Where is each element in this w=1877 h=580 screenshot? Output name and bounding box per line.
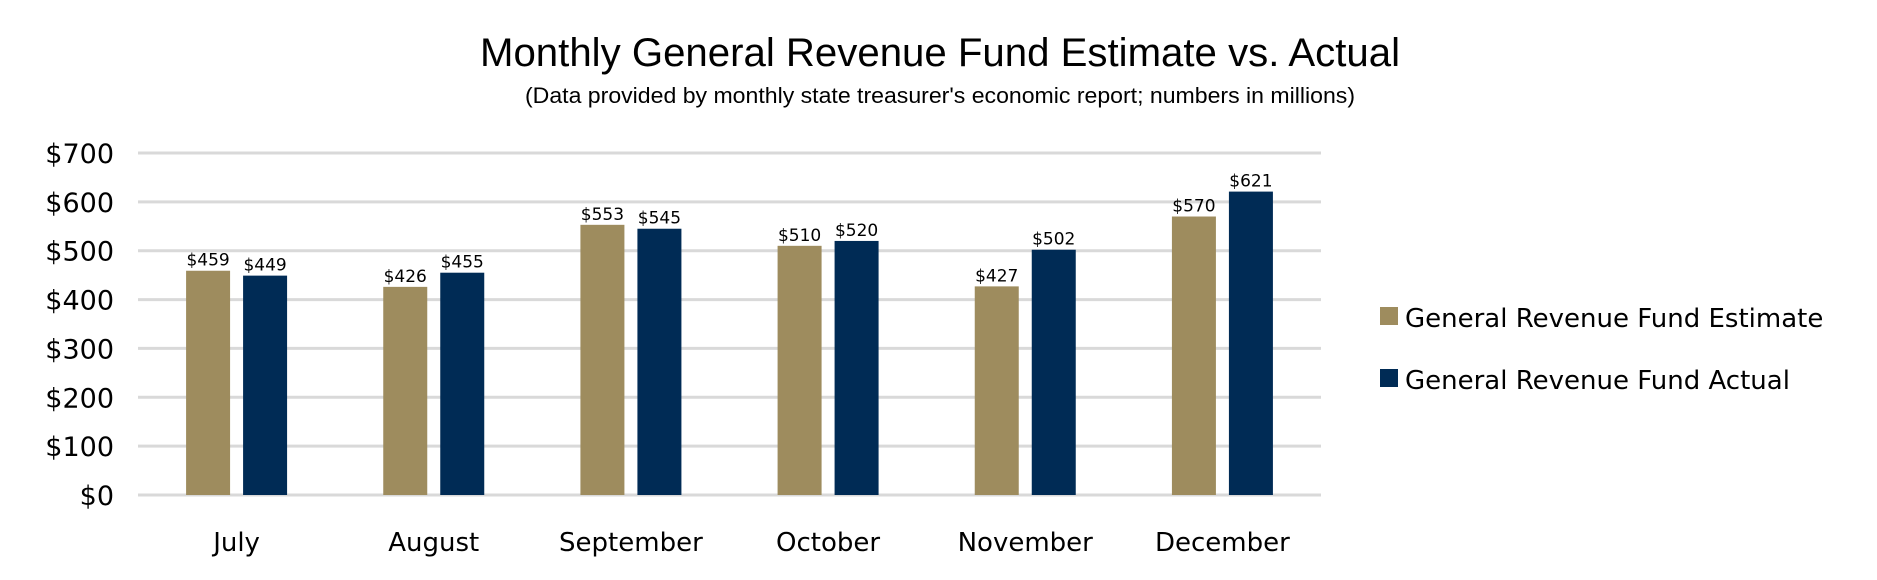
bar-estimate	[777, 245, 822, 495]
data-label: $427	[975, 266, 1018, 286]
x-category-label: August	[388, 528, 479, 558]
data-label: $510	[778, 226, 821, 246]
legend-item: General Revenue Fund Estimate	[1380, 304, 1823, 334]
bar-estimate	[974, 286, 1019, 495]
data-label: $455	[441, 253, 484, 273]
legend-label: General Revenue Fund Actual	[1405, 366, 1790, 396]
x-category-label: November	[958, 528, 1094, 558]
data-label: $426	[384, 267, 427, 287]
data-label: $553	[581, 205, 624, 225]
x-category-label: October	[776, 528, 880, 558]
legend-label: General Revenue Fund Estimate	[1405, 304, 1823, 334]
y-tick-label: $400	[45, 286, 114, 317]
bar-estimate	[1171, 216, 1216, 495]
y-tick-label: $500	[45, 237, 114, 268]
x-category-label: December	[1155, 528, 1290, 558]
y-tick-label: $100	[45, 432, 114, 463]
bar-actual	[440, 272, 485, 495]
y-tick-label: $300	[45, 334, 114, 365]
legend-swatch	[1380, 307, 1398, 325]
y-tick-label: $600	[45, 188, 114, 219]
legend-swatch	[1380, 369, 1398, 387]
bar-estimate	[186, 270, 231, 495]
data-label: $621	[1229, 172, 1272, 192]
x-category-label: July	[211, 528, 260, 558]
legend-item: General Revenue Fund Actual	[1380, 366, 1790, 396]
data-label: $520	[835, 221, 878, 241]
bar-actual	[243, 275, 288, 495]
chart-subtitle: (Data provided by monthly state treasure…	[525, 83, 1355, 108]
data-label: $502	[1032, 230, 1075, 250]
bar-actual	[1031, 249, 1076, 495]
y-tick-label: $700	[45, 139, 114, 170]
chart-title: Monthly General Revenue Fund Estimate vs…	[480, 31, 1400, 75]
bar-actual	[637, 228, 682, 495]
y-tick-label: $200	[45, 383, 114, 414]
y-tick-label: $0	[80, 481, 114, 512]
bar-estimate	[383, 286, 428, 495]
x-category-label: September	[559, 528, 703, 558]
bar-actual	[1228, 191, 1273, 495]
bar-estimate	[580, 224, 625, 495]
data-label: $545	[638, 209, 681, 229]
data-label: $570	[1172, 197, 1215, 217]
data-label: $449	[243, 256, 286, 276]
data-label: $459	[186, 251, 229, 271]
bar-actual	[834, 240, 879, 495]
